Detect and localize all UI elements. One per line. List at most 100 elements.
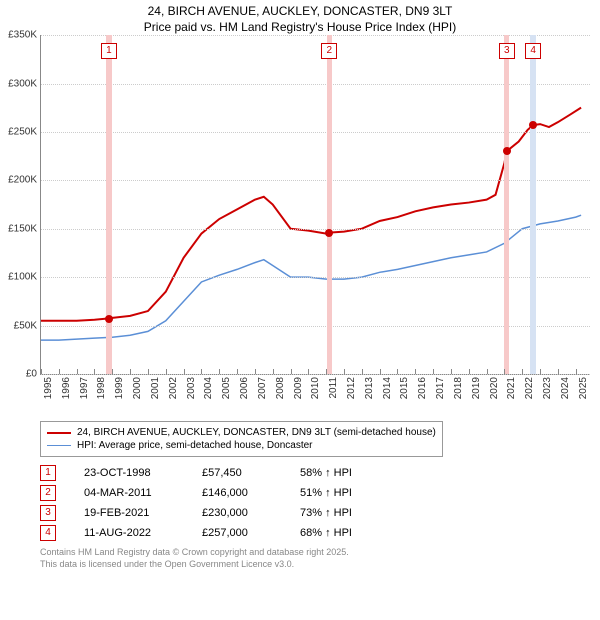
y-tick-label: £350K <box>8 30 41 41</box>
sales-row: 4 11-AUG-2022 £257,000 68% ↑ HPI <box>40 523 590 543</box>
sales-row-date: 11-AUG-2022 <box>84 527 174 539</box>
y-tick-label: £50K <box>14 320 41 331</box>
sales-row-index: 4 <box>40 525 56 541</box>
legend-label: 24, BIRCH AVENUE, AUCKLEY, DONCASTER, DN… <box>77 427 436 438</box>
x-tick <box>326 369 327 374</box>
x-tick <box>308 369 309 374</box>
sale-point-2 <box>325 229 333 237</box>
y-tick-label: £300K <box>8 78 41 89</box>
series-property <box>41 108 581 321</box>
event-band <box>504 35 509 374</box>
x-tick <box>219 369 220 374</box>
x-tick <box>540 369 541 374</box>
y-tick-label: £100K <box>8 272 41 283</box>
x-tick <box>558 369 559 374</box>
x-tick-label: 2013 <box>364 377 375 399</box>
sales-row-pct: 68% ↑ HPI <box>300 527 390 539</box>
y-tick-label: £200K <box>8 175 41 186</box>
sales-row-pct: 58% ↑ HPI <box>300 467 390 479</box>
x-tick-label: 2009 <box>293 377 304 399</box>
sales-row-date: 04-MAR-2011 <box>84 487 174 499</box>
sales-row-date: 19-FEB-2021 <box>84 507 174 519</box>
x-tick-label: 2003 <box>186 377 197 399</box>
x-tick <box>130 369 131 374</box>
x-tick-label: 2002 <box>168 377 179 399</box>
sales-row-index: 1 <box>40 465 56 481</box>
sales-table: 1 23-OCT-1998 £57,450 58% ↑ HPI 2 04-MAR-2011… <box>40 463 590 543</box>
sales-row-price: £230,000 <box>202 507 272 519</box>
x-tick <box>59 369 60 374</box>
x-tick <box>184 369 185 374</box>
x-tick-label: 2012 <box>346 377 357 399</box>
sales-row-pct: 51% ↑ HPI <box>300 487 390 499</box>
x-tick-label: 2020 <box>489 377 500 399</box>
x-tick-label: 2022 <box>524 377 535 399</box>
title-line1: 24, BIRCH AVENUE, AUCKLEY, DONCASTER, DN… <box>0 4 600 20</box>
x-tick <box>433 369 434 374</box>
x-tick-label: 2005 <box>221 377 232 399</box>
footer-line1: Contains HM Land Registry data © Crown c… <box>40 547 590 559</box>
x-tick-label: 2008 <box>275 377 286 399</box>
x-tick <box>344 369 345 374</box>
x-tick-label: 2023 <box>542 377 553 399</box>
x-tick-label: 2006 <box>239 377 250 399</box>
x-tick-label: 2014 <box>382 377 393 399</box>
x-tick <box>576 369 577 374</box>
footer-attribution: Contains HM Land Registry data © Crown c… <box>40 547 590 570</box>
x-tick <box>237 369 238 374</box>
sale-point-4 <box>529 121 537 129</box>
y-tick-label: £0 <box>26 369 41 380</box>
x-tick <box>487 369 488 374</box>
x-tick-label: 2016 <box>417 377 428 399</box>
x-tick-label: 1999 <box>114 377 125 399</box>
sale-point-3 <box>503 147 511 155</box>
x-tick <box>112 369 113 374</box>
sales-row-date: 23-OCT-1998 <box>84 467 174 479</box>
x-tick-label: 2018 <box>453 377 464 399</box>
y-tick-label: £250K <box>8 127 41 138</box>
x-tick-label: 2015 <box>399 377 410 399</box>
x-tick <box>77 369 78 374</box>
x-tick <box>522 369 523 374</box>
legend-swatch <box>47 445 71 446</box>
x-tick-label: 1998 <box>96 377 107 399</box>
x-tick-label: 2007 <box>257 377 268 399</box>
x-tick-label: 2024 <box>560 377 571 399</box>
x-tick-label: 2001 <box>150 377 161 399</box>
legend-label: HPI: Average price, semi-detached house,… <box>77 440 313 451</box>
x-tick-label: 1996 <box>61 377 72 399</box>
x-tick <box>291 369 292 374</box>
event-band <box>530 35 535 374</box>
x-tick-label: 2025 <box>578 377 589 399</box>
plot-area: £0£50K£100K£150K£200K£250K£300K£350K1234 <box>40 35 590 375</box>
x-tick-label: 2021 <box>506 377 517 399</box>
event-band <box>327 35 332 374</box>
x-tick <box>415 369 416 374</box>
sale-marker-2: 2 <box>321 43 337 59</box>
legend-swatch <box>47 432 71 434</box>
sales-row-index: 3 <box>40 505 56 521</box>
sale-point-1 <box>105 315 113 323</box>
x-tick <box>362 369 363 374</box>
sales-row-index: 2 <box>40 485 56 501</box>
sale-marker-3: 3 <box>499 43 515 59</box>
x-tick-label: 2019 <box>471 377 482 399</box>
x-tick-label: 2017 <box>435 377 446 399</box>
sales-row-price: £257,000 <box>202 527 272 539</box>
legend-item: 24, BIRCH AVENUE, AUCKLEY, DONCASTER, DN… <box>47 426 436 439</box>
x-tick-label: 1997 <box>79 377 90 399</box>
legend: 24, BIRCH AVENUE, AUCKLEY, DONCASTER, DN… <box>40 421 443 457</box>
x-axis-labels: 1995199619971998199920002001200220032004… <box>40 375 590 415</box>
legend-item: HPI: Average price, semi-detached house,… <box>47 439 436 452</box>
x-tick <box>255 369 256 374</box>
y-tick-label: £150K <box>8 223 41 234</box>
x-tick-label: 1995 <box>43 377 54 399</box>
x-tick-label: 2004 <box>203 377 214 399</box>
sales-row: 204-MAR-2011£146,00051% ↑ HPI <box>40 483 590 503</box>
footer-line2: This data is licensed under the Open Gov… <box>40 559 590 571</box>
sale-marker-1: 1 <box>101 43 117 59</box>
x-tick <box>397 369 398 374</box>
x-tick <box>41 369 42 374</box>
x-tick <box>94 369 95 374</box>
sales-row-price: £57,450 <box>202 467 272 479</box>
